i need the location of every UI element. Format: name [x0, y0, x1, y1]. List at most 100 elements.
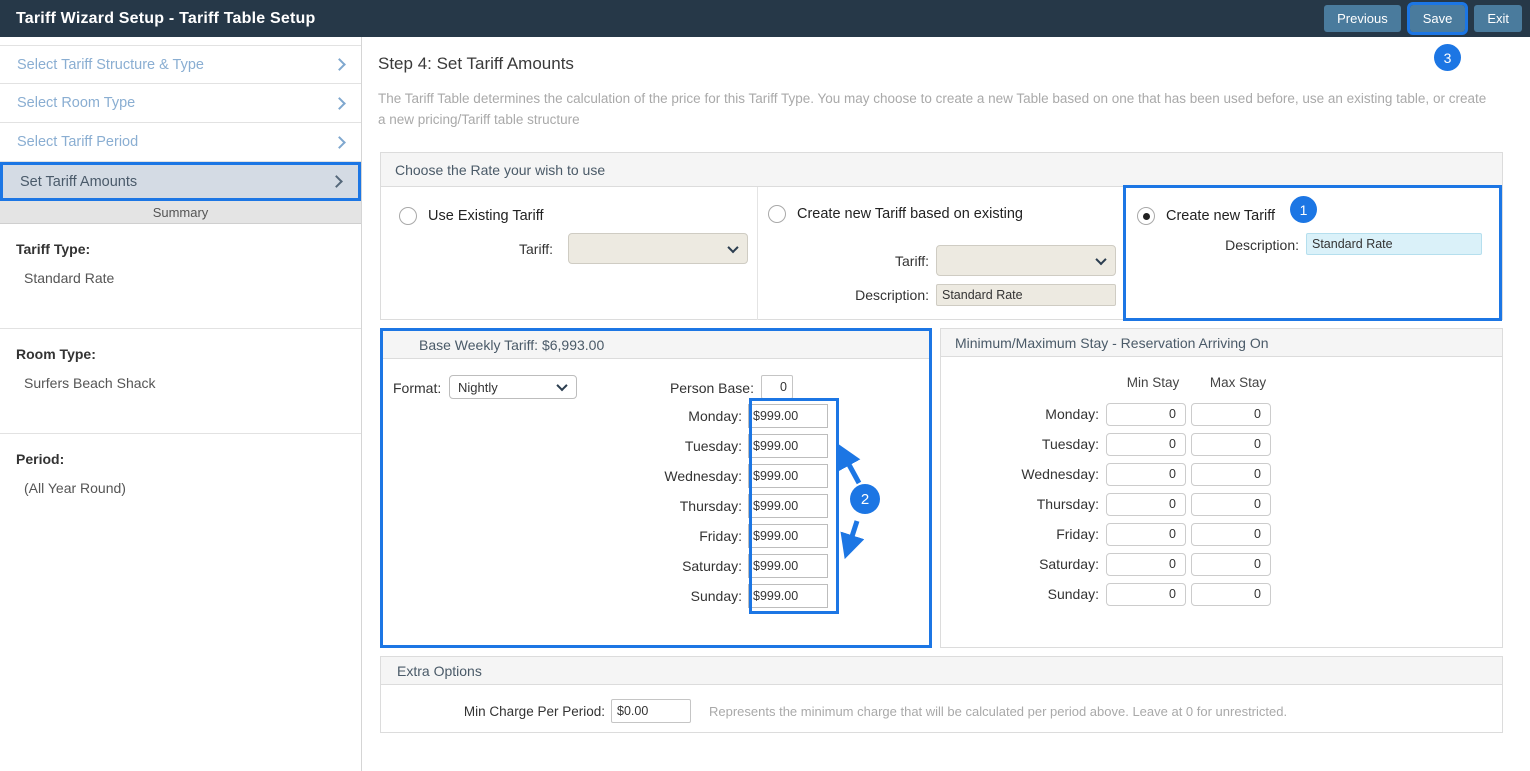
max-stay-input-wednesday[interactable] [1191, 462, 1271, 486]
min-charge-label: Min Charge Per Period: [463, 703, 605, 719]
day-label: Monday: [688, 408, 742, 424]
chevron-down-icon [556, 379, 568, 392]
chevron-right-icon [333, 58, 346, 71]
option-label: Use Existing Tariff [428, 208, 544, 224]
sidebar-item-tariff-amounts[interactable]: Set Tariff Amounts [0, 162, 361, 201]
minmax-row: Monday: [941, 399, 1502, 429]
min-stay-input-wednesday[interactable] [1106, 462, 1186, 486]
previous-button[interactable]: Previous [1324, 5, 1401, 32]
day-label: Thursday: [679, 498, 742, 514]
min-stay-input-sunday[interactable] [1106, 582, 1186, 606]
max-stay-input-monday[interactable] [1191, 402, 1271, 426]
day-label: Saturday: [1039, 556, 1099, 572]
day-amount-input-tuesday[interactable] [748, 434, 828, 458]
day-amount-input-friday[interactable] [748, 524, 828, 548]
description-label: Description: [1225, 237, 1299, 253]
extra-panel-title: Extra Options [381, 657, 1502, 685]
sidebar-item-label: Select Tariff Structure & Type [17, 56, 204, 73]
minmax-stay-panel: Minimum/Maximum Stay - Reservation Arriv… [940, 328, 1503, 648]
chevron-down-icon [1095, 253, 1107, 265]
minmax-rows: Monday: Tuesday: Wednesday: Thursday: Fr… [941, 399, 1502, 609]
sidebar-item-room-type[interactable]: Select Room Type [0, 84, 361, 123]
max-stay-input-friday[interactable] [1191, 522, 1271, 546]
use-existing-column: Use Existing Tariff Tariff: [381, 187, 758, 320]
use-existing-option[interactable]: Use Existing Tariff [399, 207, 544, 225]
summary-value: (All Year Round) [24, 480, 126, 496]
option-label: Create new Tariff based on existing [797, 206, 1023, 222]
day-row: Wednesday: [383, 461, 929, 491]
minmax-row: Thursday: [941, 489, 1502, 519]
sidebar-summary-tab[interactable]: Summary [0, 201, 361, 224]
day-label: Saturday: [682, 558, 742, 574]
day-label: Sunday: [690, 588, 742, 604]
sidebar-item-label: Select Room Type [17, 95, 136, 111]
create-new-option[interactable]: Create new Tariff [1137, 207, 1275, 225]
annotation-badge-2: 2 [850, 484, 880, 514]
annotation-badge-3: 3 [1434, 44, 1461, 71]
sidebar-item-label: Select Tariff Period [17, 134, 139, 150]
summary-room-type: Room Type: Surfers Beach Shack [0, 329, 361, 434]
day-label: Wednesday: [1021, 466, 1099, 482]
max-stay-input-sunday[interactable] [1191, 582, 1271, 606]
min-stay-input-thursday[interactable] [1106, 492, 1186, 516]
min-stay-input-friday[interactable] [1106, 522, 1186, 546]
summary-label: Room Type: [16, 346, 96, 362]
summary-value: Standard Rate [24, 270, 115, 286]
day-label: Monday: [1045, 406, 1099, 422]
person-base-label: Person Base: [669, 380, 754, 396]
day-amount-input-monday[interactable] [748, 404, 828, 428]
min-stay-input-monday[interactable] [1106, 402, 1186, 426]
min-charge-input[interactable] [611, 699, 691, 723]
person-base-input[interactable] [761, 375, 793, 399]
max-stay-input-tuesday[interactable] [1191, 432, 1271, 456]
minmax-row: Sunday: [941, 579, 1502, 609]
based-on-description-input[interactable] [936, 284, 1116, 306]
minmax-panel-title: Minimum/Maximum Stay - Reservation Arriv… [941, 329, 1502, 357]
new-tariff-description-input[interactable] [1306, 233, 1482, 255]
radio-unselected-icon[interactable] [399, 207, 417, 225]
chevron-down-icon [727, 241, 739, 253]
radio-unselected-icon[interactable] [768, 205, 786, 223]
topbar-buttons: Previous Save Exit [1324, 2, 1522, 35]
create-new-column: Create new Tariff Description: [1123, 187, 1502, 320]
max-stay-column-header: Max Stay [1209, 375, 1267, 390]
page-title: Step 4: Set Tariff Amounts [378, 54, 574, 73]
sidebar-item-tariff-period[interactable]: Select Tariff Period [0, 123, 361, 162]
day-row: Monday: [383, 401, 929, 431]
window-title: Tariff Wizard Setup - Tariff Table Setup [16, 9, 316, 27]
day-row: Friday: [383, 521, 929, 551]
save-button[interactable]: Save [1406, 2, 1469, 35]
day-amount-input-thursday[interactable] [748, 494, 828, 518]
min-stay-input-saturday[interactable] [1106, 552, 1186, 576]
summary-label: Period: [16, 451, 65, 467]
day-amount-input-wednesday[interactable] [748, 464, 828, 488]
format-label: Format: [393, 380, 442, 396]
tariff-label: Tariff: [519, 241, 553, 257]
existing-tariff-select[interactable] [568, 233, 748, 264]
base-tariff-panel: Base Weekly Tariff: $6,993.00 Format: Ni… [380, 328, 932, 648]
min-charge-note: Represents the minimum charge that will … [709, 703, 1288, 719]
minmax-row: Friday: [941, 519, 1502, 549]
rate-panel-title: Choose the Rate your wish to use [381, 153, 1502, 187]
day-amount-input-sunday[interactable] [748, 584, 828, 608]
radio-selected-icon[interactable] [1137, 207, 1155, 225]
step-description: The Tariff Table determines the calculat… [378, 91, 1487, 127]
max-stay-input-thursday[interactable] [1191, 492, 1271, 516]
min-charge-row: Min Charge Per Period: Represents the mi… [381, 699, 1502, 723]
based-on-existing-option[interactable]: Create new Tariff based on existing [768, 205, 1023, 223]
sidebar-item-structure-type[interactable]: Select Tariff Structure & Type [0, 45, 361, 84]
based-on-tariff-select[interactable] [936, 245, 1116, 276]
min-stay-input-tuesday[interactable] [1106, 432, 1186, 456]
day-row: Sunday: [383, 581, 929, 611]
select-value: Nightly [458, 379, 498, 395]
exit-button[interactable]: Exit [1474, 5, 1522, 32]
day-amount-rows: Monday: Tuesday: Wednesday: Thursday: Fr… [383, 401, 929, 611]
summary-label: Tariff Type: [16, 241, 91, 257]
day-amount-input-saturday[interactable] [748, 554, 828, 578]
day-label: Tuesday: [684, 438, 742, 454]
max-stay-input-saturday[interactable] [1191, 552, 1271, 576]
day-label: Thursday: [1036, 496, 1099, 512]
day-label: Friday: [699, 528, 742, 544]
min-stay-column-header: Min Stay [1126, 375, 1180, 390]
format-select[interactable]: Nightly [449, 375, 577, 399]
